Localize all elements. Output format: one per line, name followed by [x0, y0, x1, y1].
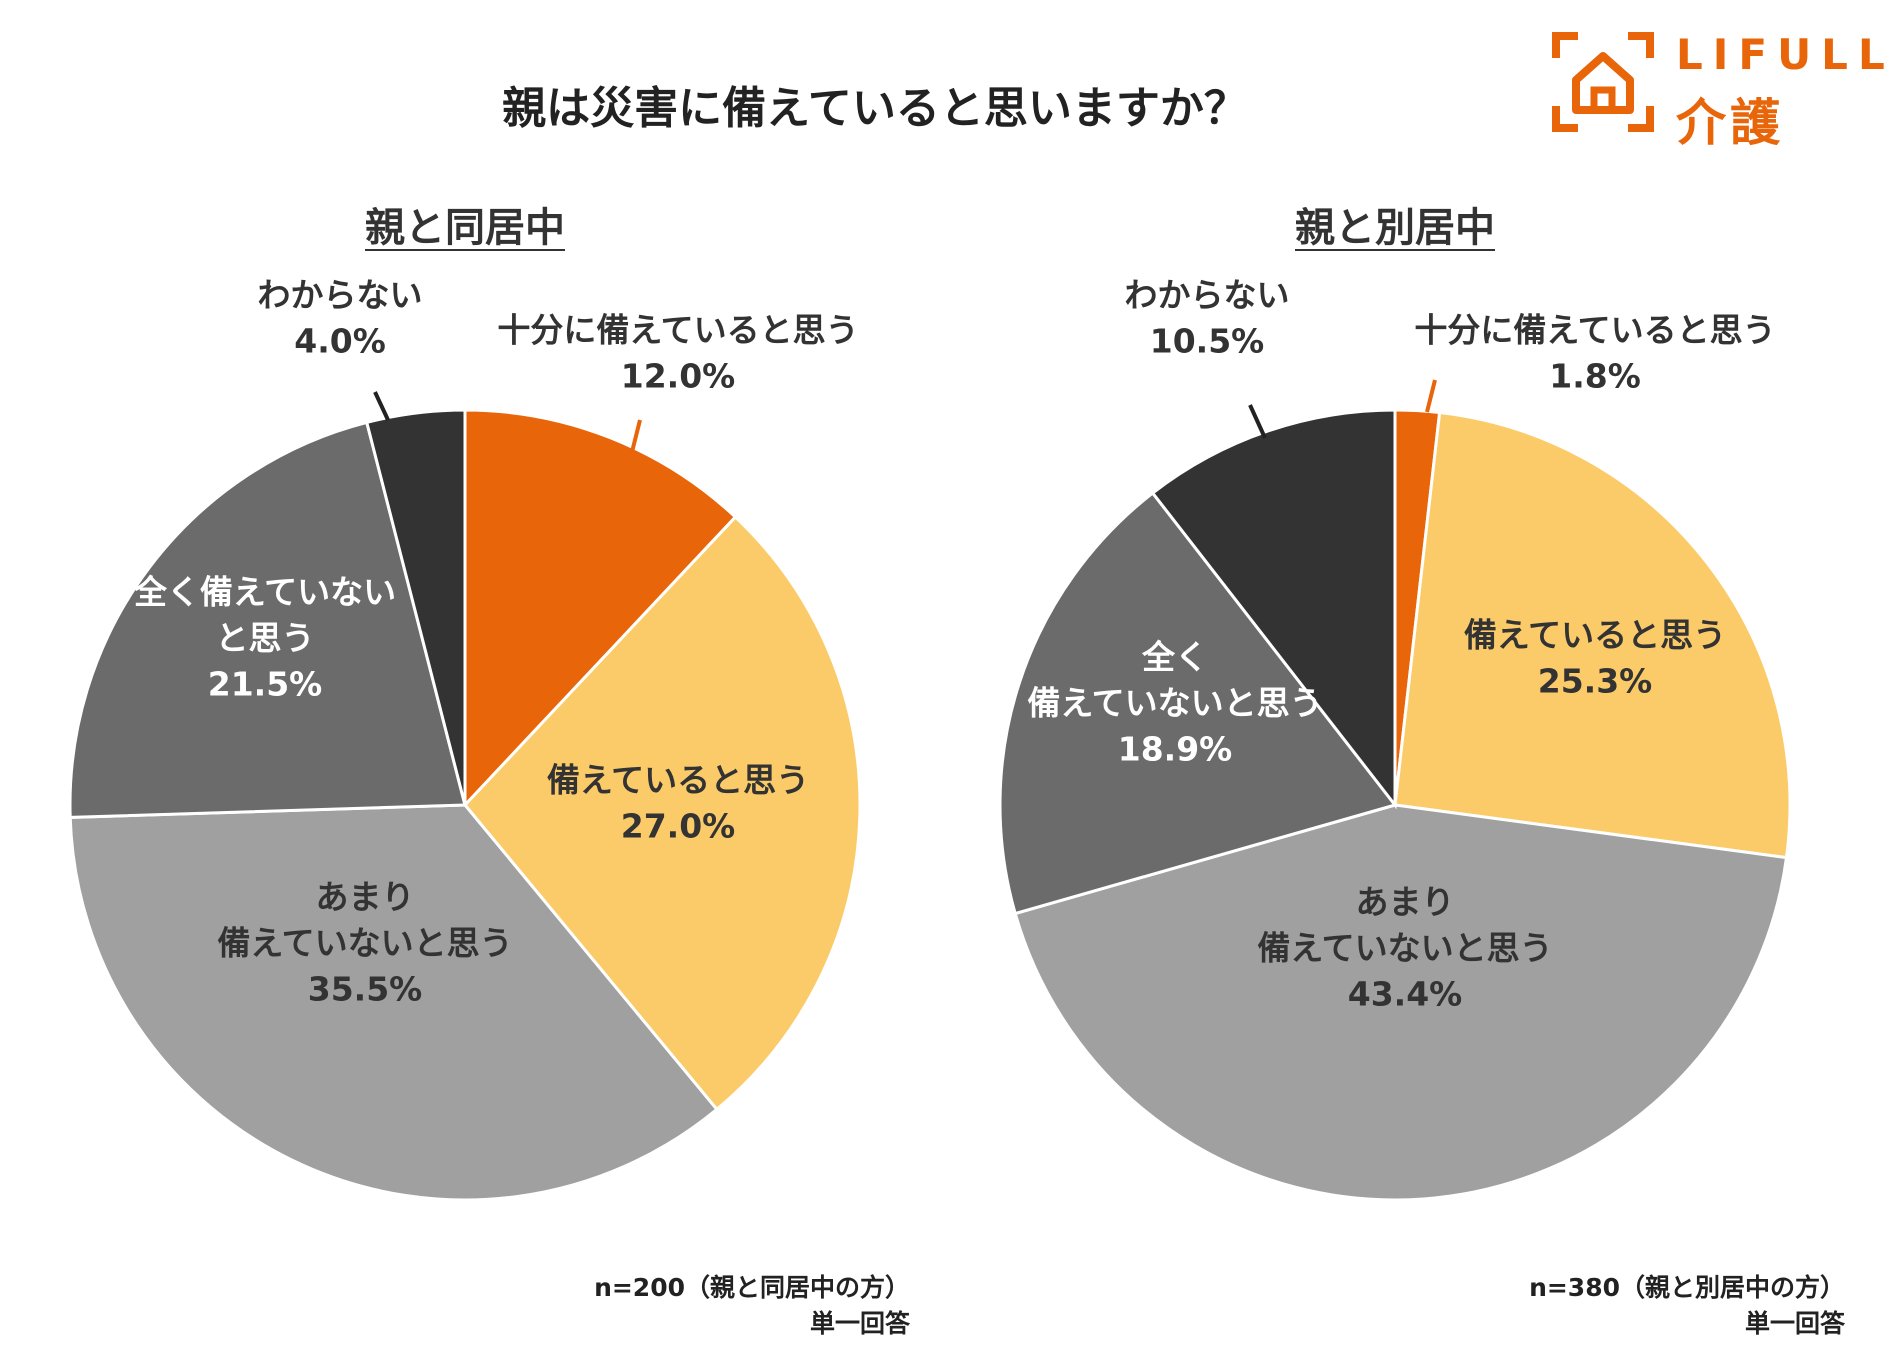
slice-category-label: 備えていると思う	[1464, 616, 1726, 655]
slice-prepared	[1393, 410, 1792, 860]
slice-value-label: 1.8%	[1549, 357, 1641, 396]
leader-line	[1248, 404, 1267, 439]
slice-value-label: 27.0%	[621, 807, 736, 846]
slice-value-label: 21.5%	[208, 665, 323, 704]
slice-not-at-all	[68, 420, 467, 819]
slice-value-label: 35.5%	[308, 970, 423, 1009]
answer-type-separate: 単一回答	[1744, 1309, 1845, 1338]
sample-size-separate: n=380（親と別居中の方）	[1529, 1273, 1845, 1302]
slice-category-label: 備えていないと思う	[1257, 929, 1552, 968]
logo-brand: LIFULL	[1676, 30, 1895, 79]
house-bracket-icon	[1552, 32, 1654, 132]
slice-category-label: 十分に備えていると思う	[497, 311, 858, 350]
slice-category-label: わからない	[1125, 276, 1290, 315]
slice-unknown	[364, 408, 467, 806]
slice-not-very	[68, 803, 719, 1202]
slice-category-label: あまり	[316, 878, 415, 917]
slice-prepared	[463, 514, 862, 1112]
lifull-logo: LIFULL 介護	[1548, 28, 1888, 152]
slice-category-label: と思う	[216, 619, 315, 658]
slice-value-label: 10.5%	[1150, 322, 1265, 361]
slice-value-label: 4.0%	[294, 322, 386, 361]
leader-line	[373, 391, 390, 421]
sample-note-separate: n=380（親と別居中の方） 単一回答	[1330, 1270, 1845, 1342]
pie-chart-separate: 十分に備えていると思う1.8%備えていると思う25.3%あまり備えていないと思う…	[998, 276, 1792, 1202]
slice-not-very	[1013, 803, 1789, 1202]
slice-not-at-all	[998, 490, 1398, 916]
sample-note-cohabiting: n=200（親と同居中の方） 単一回答	[400, 1270, 910, 1342]
answer-type-cohabiting: 単一回答	[809, 1309, 910, 1338]
pie-chart-cohabiting: 十分に備えていると思う 12.0% 備えていると思う 27.0% あまり備えていないと思…	[68, 276, 862, 1202]
slice-category-label: あまり	[1356, 883, 1455, 922]
slice-category-label: わからない	[258, 276, 423, 315]
slice-value-label: 12.0%	[621, 357, 736, 396]
slice-category-label: 全く	[1141, 638, 1208, 677]
sample-size-cohabiting: n=200（親と同居中の方）	[594, 1273, 910, 1302]
leader-line	[630, 419, 642, 453]
logo-sub: 介護	[1676, 94, 1784, 152]
slice-category-label: 備えていると思う	[547, 761, 809, 800]
chart-title-separate: 親と別居中	[1295, 205, 1495, 251]
slice-category-label: 全く備えていない	[133, 573, 396, 612]
chart-title-cohabiting: 親と同居中	[365, 205, 565, 251]
slice-unknown	[1150, 408, 1397, 810]
slice-sufficient	[463, 408, 738, 809]
leader-line	[1425, 379, 1437, 413]
page-title: 親は災害に備えていると思いますか？	[502, 83, 1248, 134]
slice-value-label: 25.3%	[1538, 662, 1653, 701]
slice-category-label: 十分に備えていると思う	[1414, 311, 1775, 350]
slice-value-label: 43.4%	[1348, 975, 1463, 1014]
slice-category-label: 備えていないと思う	[1027, 684, 1322, 723]
slice-value-label: 18.9%	[1118, 730, 1233, 769]
slice-category-label: 備えていないと思う	[217, 924, 512, 963]
